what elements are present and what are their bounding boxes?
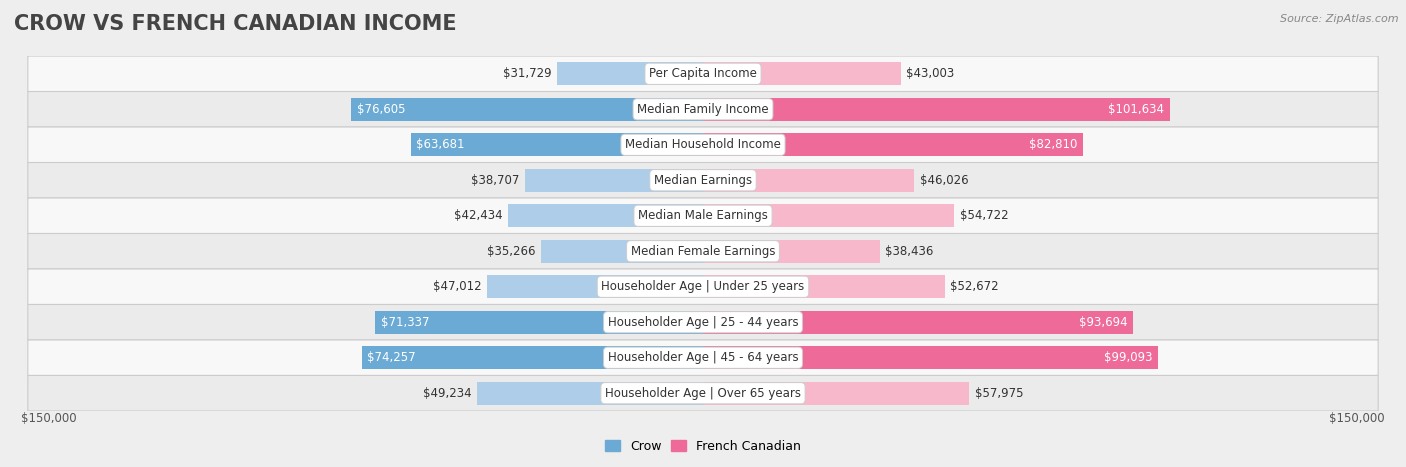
FancyBboxPatch shape [28, 234, 1378, 269]
FancyBboxPatch shape [28, 269, 1378, 304]
Text: $57,975: $57,975 [974, 387, 1024, 400]
Text: $38,436: $38,436 [884, 245, 934, 258]
FancyBboxPatch shape [28, 92, 1378, 127]
Text: $46,026: $46,026 [920, 174, 969, 187]
Bar [375, 311, 703, 334]
Text: $82,810: $82,810 [1029, 138, 1078, 151]
Bar [703, 204, 955, 227]
Bar [703, 62, 900, 85]
Bar [352, 98, 703, 121]
Bar [508, 204, 703, 227]
Bar [526, 169, 703, 192]
Bar [541, 240, 703, 263]
Text: $74,257: $74,257 [367, 351, 416, 364]
FancyBboxPatch shape [28, 304, 1378, 340]
Bar [703, 346, 1159, 369]
Text: $35,266: $35,266 [486, 245, 536, 258]
Text: Source: ZipAtlas.com: Source: ZipAtlas.com [1281, 14, 1399, 24]
FancyBboxPatch shape [28, 198, 1378, 234]
Legend: Crow, French Canadian: Crow, French Canadian [600, 435, 806, 458]
Bar [703, 133, 1084, 156]
Text: Median Earnings: Median Earnings [654, 174, 752, 187]
Text: $31,729: $31,729 [503, 67, 551, 80]
Bar [411, 133, 703, 156]
Text: Median Family Income: Median Family Income [637, 103, 769, 116]
Text: Householder Age | Over 65 years: Householder Age | Over 65 years [605, 387, 801, 400]
Text: $93,694: $93,694 [1080, 316, 1128, 329]
FancyBboxPatch shape [28, 340, 1378, 375]
Bar [361, 346, 703, 369]
Bar [703, 311, 1133, 334]
Bar [703, 275, 945, 298]
Bar [703, 169, 914, 192]
Bar [703, 382, 969, 405]
Bar [703, 240, 880, 263]
Text: $38,707: $38,707 [471, 174, 520, 187]
Bar [477, 382, 703, 405]
Text: $71,337: $71,337 [381, 316, 429, 329]
Text: Median Male Earnings: Median Male Earnings [638, 209, 768, 222]
Text: $63,681: $63,681 [416, 138, 464, 151]
Text: $150,000: $150,000 [1330, 412, 1385, 425]
Text: $150,000: $150,000 [21, 412, 76, 425]
Text: Householder Age | 25 - 44 years: Householder Age | 25 - 44 years [607, 316, 799, 329]
Text: Median Female Earnings: Median Female Earnings [631, 245, 775, 258]
Text: $54,722: $54,722 [960, 209, 1008, 222]
Text: CROW VS FRENCH CANADIAN INCOME: CROW VS FRENCH CANADIAN INCOME [14, 14, 457, 34]
Text: Median Household Income: Median Household Income [626, 138, 780, 151]
Text: $49,234: $49,234 [423, 387, 471, 400]
FancyBboxPatch shape [28, 163, 1378, 198]
Bar [557, 62, 703, 85]
Text: $76,605: $76,605 [357, 103, 405, 116]
Text: $52,672: $52,672 [950, 280, 1000, 293]
Text: $99,093: $99,093 [1104, 351, 1153, 364]
Text: $42,434: $42,434 [454, 209, 502, 222]
Text: $47,012: $47,012 [433, 280, 482, 293]
Bar [486, 275, 703, 298]
Text: Per Capita Income: Per Capita Income [650, 67, 756, 80]
Text: $101,634: $101,634 [1108, 103, 1164, 116]
FancyBboxPatch shape [28, 375, 1378, 411]
Text: $43,003: $43,003 [905, 67, 955, 80]
Text: Householder Age | 45 - 64 years: Householder Age | 45 - 64 years [607, 351, 799, 364]
Text: Householder Age | Under 25 years: Householder Age | Under 25 years [602, 280, 804, 293]
Bar [703, 98, 1170, 121]
FancyBboxPatch shape [28, 127, 1378, 163]
FancyBboxPatch shape [28, 56, 1378, 92]
